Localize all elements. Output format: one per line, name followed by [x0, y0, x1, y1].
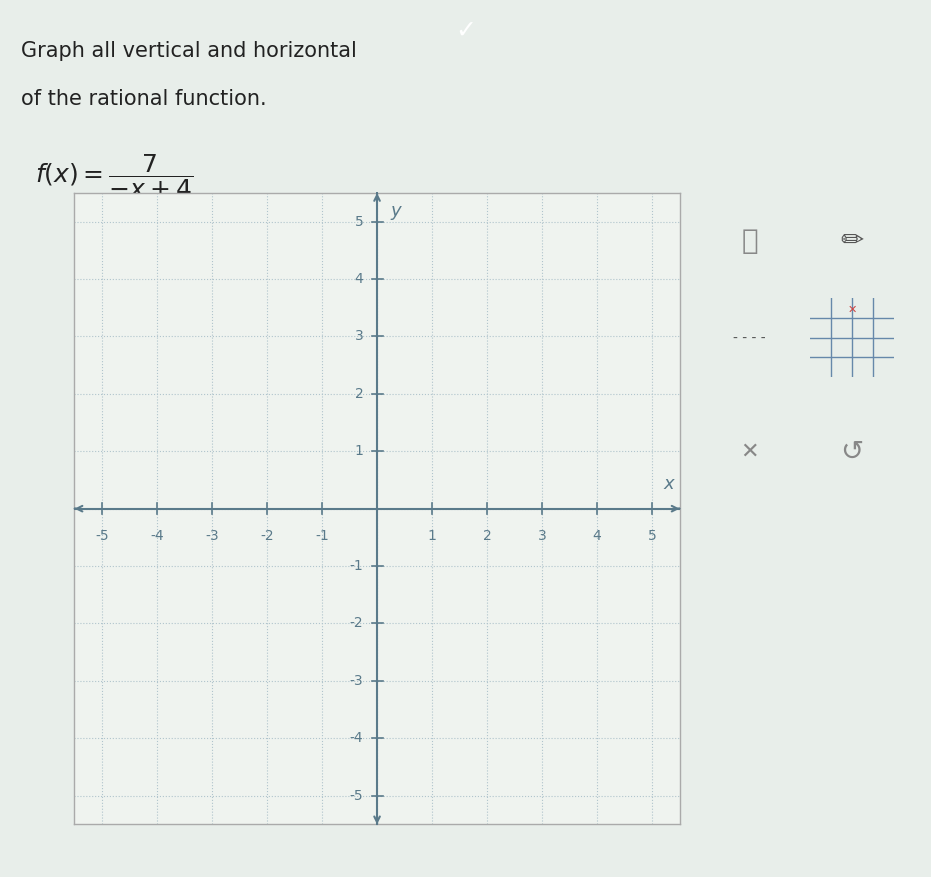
- Text: -1: -1: [349, 559, 363, 573]
- Text: -4: -4: [150, 529, 164, 543]
- Text: -3: -3: [205, 529, 219, 543]
- Text: 1: 1: [355, 445, 363, 459]
- Text: Graph all vertical and horizontal: Graph all vertical and horizontal: [20, 41, 363, 61]
- Text: 4: 4: [355, 272, 363, 286]
- Text: -5: -5: [95, 529, 109, 543]
- Text: $f(x) = \dfrac{7}{-x+4}$: $f(x) = \dfrac{7}{-x+4}$: [35, 152, 193, 200]
- Text: 1: 1: [427, 529, 437, 543]
- Text: ↺: ↺: [841, 438, 863, 466]
- Text: ✕: ✕: [847, 305, 857, 315]
- Text: of the rational function.: of the rational function.: [20, 89, 266, 109]
- Text: -4: -4: [350, 731, 363, 745]
- Text: 4: 4: [593, 529, 601, 543]
- Text: 5: 5: [648, 529, 656, 543]
- Text: -2: -2: [261, 529, 274, 543]
- Text: -1: -1: [316, 529, 329, 543]
- Text: 5: 5: [355, 215, 363, 229]
- Text: - - - -: - - - -: [733, 331, 766, 345]
- Text: 2: 2: [355, 387, 363, 401]
- Text: x: x: [664, 474, 674, 493]
- Text: -3: -3: [350, 674, 363, 688]
- Text: ✕: ✕: [740, 442, 759, 461]
- Text: ⬜: ⬜: [741, 227, 758, 255]
- Text: y: y: [391, 202, 401, 219]
- Text: 3: 3: [538, 529, 546, 543]
- Text: ✏: ✏: [841, 227, 863, 255]
- Text: -2: -2: [350, 617, 363, 631]
- Text: 3: 3: [355, 330, 363, 344]
- Text: 2: 2: [482, 529, 492, 543]
- Text: ✓: ✓: [455, 18, 476, 43]
- Text: -5: -5: [350, 788, 363, 802]
